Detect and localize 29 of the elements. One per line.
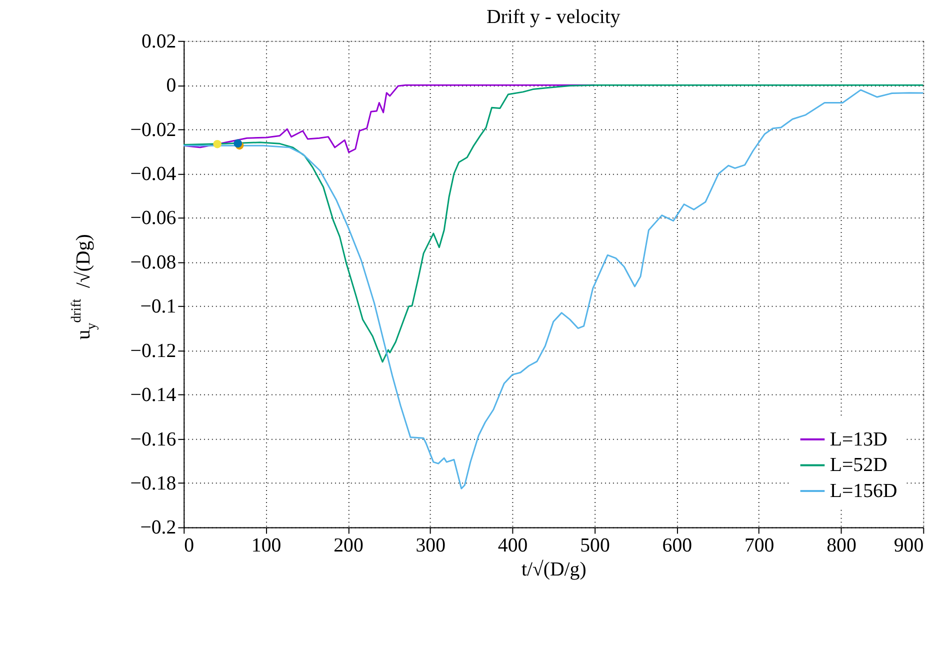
x-tick-label: 200 xyxy=(334,534,364,557)
legend-label: L=13D xyxy=(830,428,888,450)
x-tick-label: 600 xyxy=(662,534,692,557)
x-axis-title: t/√(D/g) xyxy=(521,558,586,580)
y-tick-label: −0.14 xyxy=(130,384,176,406)
x-tick-label: 400 xyxy=(498,534,528,557)
line-series xyxy=(182,84,924,363)
y-tick-label: 0 xyxy=(166,74,176,97)
y-tick-label: −0.2 xyxy=(140,516,176,539)
y-tick-label: −0.02 xyxy=(130,118,176,141)
y-tick-label: −0.08 xyxy=(130,251,176,274)
x-tick-label: 500 xyxy=(580,534,610,557)
legend-label: L=52D xyxy=(830,454,888,476)
y-tick-label: −0.04 xyxy=(130,162,176,185)
y-tick-label: −0.1 xyxy=(140,296,176,318)
y-tick-label: −0.16 xyxy=(130,428,176,450)
legend-label: L=156D xyxy=(830,480,898,502)
chart-title: Drift y - velocity xyxy=(486,6,620,28)
y-tick-label: −0.18 xyxy=(130,472,176,494)
x-tick-label: 100 xyxy=(251,534,282,557)
y-tick-label: 0.02 xyxy=(141,30,176,52)
x-tick-label: 700 xyxy=(744,534,774,557)
x-tick-label: 900 xyxy=(894,534,924,557)
x-tick-label: 800 xyxy=(826,534,856,557)
y-axis-title: uydrift/√(Dg) xyxy=(69,234,100,340)
x-tick-label: 300 xyxy=(416,534,446,557)
y-tick-label: −0.12 xyxy=(130,340,176,362)
x-tick-label: 0 xyxy=(184,534,194,557)
y-tick-label: −0.06 xyxy=(130,207,176,230)
